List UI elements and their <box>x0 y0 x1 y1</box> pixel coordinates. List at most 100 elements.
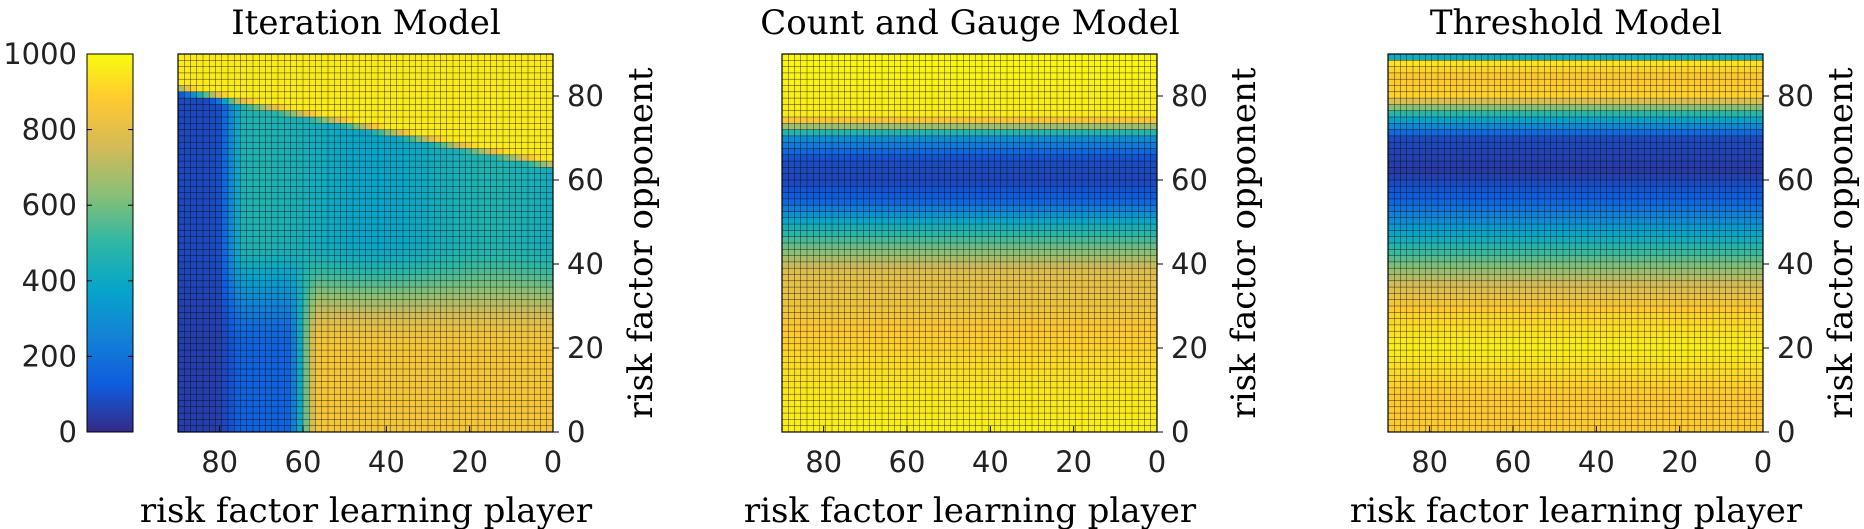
heatmap-cell <box>1100 154 1108 162</box>
heatmap-cell <box>546 369 554 376</box>
heatmap-cell <box>259 192 266 200</box>
heatmap-cell <box>396 350 404 357</box>
heatmap-cell <box>832 142 839 149</box>
heatmap-cell <box>259 356 266 364</box>
heatmap-cell <box>465 261 473 269</box>
heatmap-cell <box>459 60 466 67</box>
heatmap-cell <box>440 394 448 401</box>
heatmap-cell <box>528 60 535 67</box>
heatmap-cell <box>1113 167 1120 175</box>
heatmap-cell <box>453 337 460 345</box>
heatmap-cell <box>190 142 198 149</box>
heatmap-cell <box>1038 91 1045 99</box>
heatmap-cell <box>478 154 485 162</box>
heatmap-cell <box>534 356 541 364</box>
heatmap-cell <box>521 261 529 269</box>
heatmap-cell <box>321 255 329 263</box>
heatmap-cell <box>384 135 391 143</box>
heatmap-cell <box>340 142 348 149</box>
heatmap-cell <box>290 154 298 162</box>
heatmap-cell <box>284 60 291 67</box>
heatmap-cell <box>459 79 466 86</box>
heatmap-cell <box>378 142 385 149</box>
heatmap-cell <box>303 230 310 238</box>
heatmap-cell <box>471 356 479 364</box>
heatmap-cell <box>271 375 279 382</box>
heatmap-cell <box>215 413 223 420</box>
heatmap-cell <box>259 123 266 130</box>
heatmap-cell <box>215 331 223 338</box>
heatmap-cell <box>459 117 466 124</box>
heatmap-cell <box>957 85 964 93</box>
heatmap-cell <box>321 369 329 376</box>
heatmap-cell <box>315 280 323 288</box>
heatmap-cell <box>465 387 473 395</box>
heatmap-cell <box>1050 85 1058 93</box>
heatmap-cell <box>490 117 498 124</box>
heatmap-cell <box>403 148 410 156</box>
heatmap-cell <box>546 192 554 200</box>
heatmap-cell <box>396 318 404 326</box>
heatmap-cell <box>440 293 448 301</box>
heatmap-cell <box>184 54 191 61</box>
heatmap-cell <box>503 123 510 130</box>
heatmap-cell <box>1032 129 1039 137</box>
heatmap-cell <box>215 406 223 414</box>
heatmap-cell <box>1082 54 1089 61</box>
heatmap-cell <box>290 211 298 219</box>
heatmap-cell <box>534 331 541 338</box>
heatmap-cell <box>390 419 398 427</box>
heatmap-cell <box>390 287 398 294</box>
heatmap-cell <box>371 312 379 319</box>
heatmap-cell <box>303 129 310 137</box>
heatmap-cell <box>371 362 379 370</box>
heatmap-cell <box>1057 135 1064 143</box>
heatmap-cell <box>465 110 473 118</box>
heatmap-cell <box>215 356 223 364</box>
heatmap-cell <box>882 85 889 93</box>
heatmap-cell <box>850 129 858 137</box>
heatmap-cell <box>196 217 204 225</box>
heatmap-cell <box>975 98 983 105</box>
heatmap-cell <box>950 110 958 118</box>
heatmap-cell <box>1113 129 1120 137</box>
heatmap-cell <box>857 72 864 80</box>
heatmap-cell <box>253 356 260 364</box>
heatmap-cell <box>196 369 204 376</box>
heatmap-cell <box>1119 54 1127 61</box>
heatmap-cell <box>844 167 852 175</box>
heatmap-cell <box>919 110 927 118</box>
heatmap-cell <box>794 167 802 175</box>
heatmap-cell <box>378 198 385 206</box>
heatmap-cell <box>346 318 354 326</box>
heatmap-cell <box>240 274 248 282</box>
heatmap-cell <box>503 362 510 370</box>
heatmap-cell <box>478 211 485 219</box>
heatmap-cell <box>484 66 491 74</box>
heatmap-cell <box>403 211 410 219</box>
heatmap-cell <box>378 268 385 275</box>
heatmap-cell <box>994 85 1002 93</box>
heatmap-cell <box>253 274 260 282</box>
heatmap-cell <box>184 255 191 263</box>
heatmap-cell <box>190 117 198 124</box>
heatmap-cell <box>328 54 335 61</box>
heatmap-cell <box>271 173 279 181</box>
heatmap-cell <box>384 243 391 250</box>
heatmap-cell <box>907 85 914 93</box>
heatmap-cell <box>434 387 441 395</box>
heatmap-cell <box>1094 91 1102 99</box>
heatmap-cell <box>403 268 410 275</box>
heatmap-cell <box>196 129 204 137</box>
heatmap-cell <box>334 236 341 244</box>
heatmap-cell <box>888 148 895 156</box>
heatmap-cell <box>215 299 223 307</box>
heatmap-cell <box>346 419 354 427</box>
heatmap-cell <box>190 173 198 181</box>
heatmap-cell <box>1013 85 1020 93</box>
heatmap-cell <box>453 261 460 269</box>
heatmap-cell <box>315 369 323 376</box>
heatmap-cell <box>321 249 329 256</box>
heatmap-cell <box>546 287 554 294</box>
heatmap-cell <box>1007 161 1014 168</box>
